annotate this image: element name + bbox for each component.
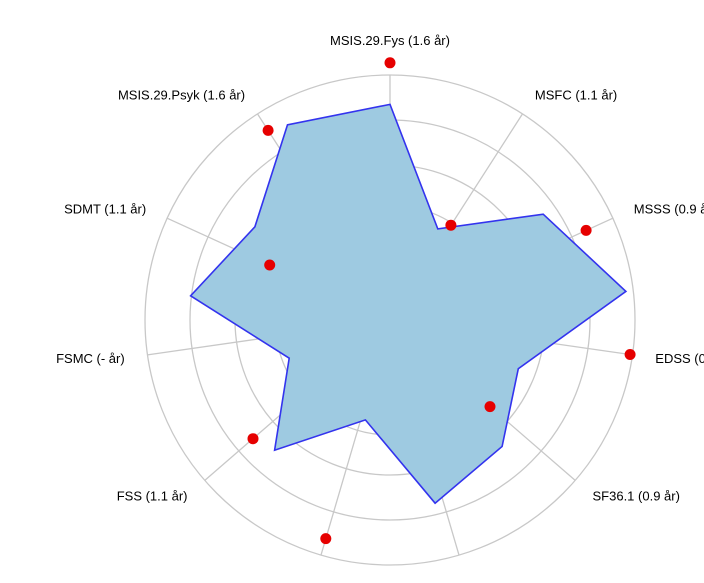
axis-label-2: MSFC (1.1 år): [535, 88, 617, 103]
data-point-7: [320, 533, 332, 545]
axis-label-5: SF36.1 (0.9 år): [593, 489, 680, 504]
data-point-2: [445, 219, 457, 231]
data-point-10: [264, 259, 276, 271]
data-polygon: [189, 103, 628, 505]
axis-label-4: EDSS (0.9 år): [655, 351, 704, 366]
axis-labels: MSIS.29.Fys (1.6 år) MSFC (1.1 år) MSSS (0…: [56, 33, 704, 504]
axis-label-3: MSSS (0.9 år): [634, 202, 704, 217]
axis-label-9: FSMC (- år): [56, 351, 125, 366]
data-point-3: [580, 224, 592, 236]
data-point-4: [624, 349, 636, 360]
axis-label-11: MSIS.29.Psyk (1.6 år): [118, 88, 245, 103]
data-point-5: [484, 401, 496, 413]
data-point-8: [247, 433, 259, 445]
data-point-11: [262, 124, 274, 136]
data-area: [189, 103, 628, 505]
data-point-1: [384, 57, 396, 69]
data-points: [247, 57, 636, 545]
axis-label-1: MSIS.29.Fys (1.6 år): [330, 33, 450, 48]
axis-label-8: FSS (1.1 år): [117, 489, 188, 504]
axis-label-10: SDMT (1.1 år): [64, 202, 146, 217]
